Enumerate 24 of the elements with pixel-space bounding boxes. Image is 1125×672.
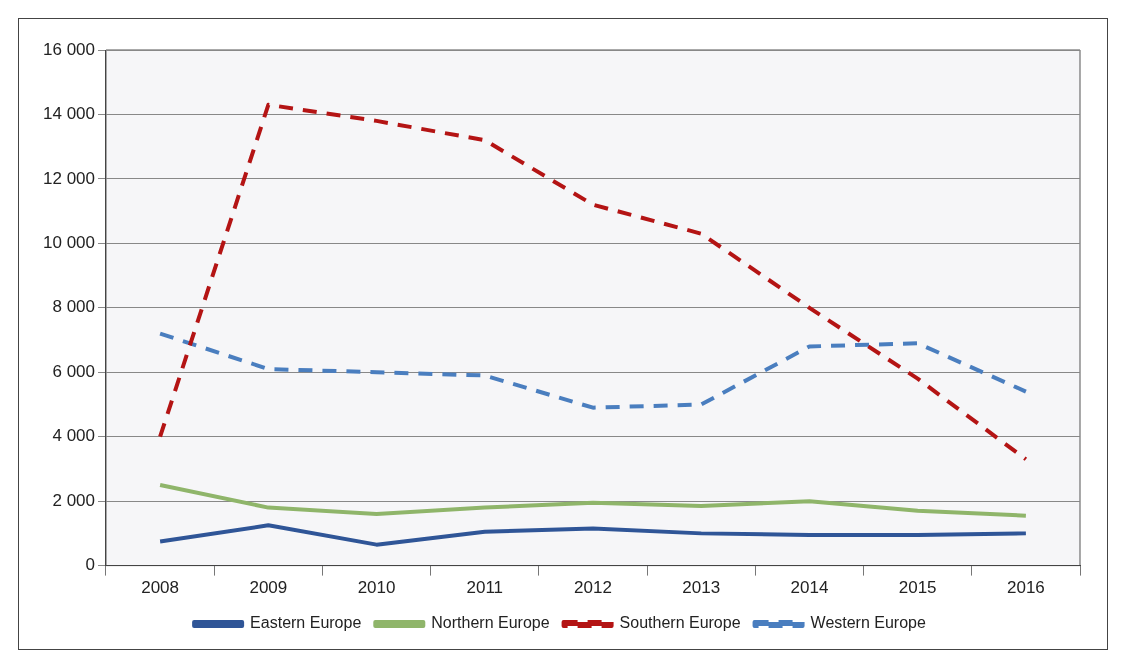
y-tick-label: 6 000: [52, 361, 95, 381]
y-tick-label: 4 000: [52, 426, 95, 446]
x-tick-label: 2013: [682, 578, 721, 598]
y-tick-label: 10 000: [43, 233, 95, 253]
y-tick-label: 14 000: [43, 104, 95, 124]
legend-label: Western Europe: [810, 614, 926, 632]
line-series: [158, 102, 1028, 462]
legend-label: Northern Europe: [431, 614, 550, 632]
y-tick-label: 16 000: [43, 39, 95, 59]
x-tick-label: 2008: [141, 578, 180, 598]
x-tick-label: 2014: [790, 578, 829, 598]
legend-label: Southern Europe: [619, 614, 741, 632]
x-tick-label: 2009: [249, 578, 288, 598]
x-tick-label: 2011: [466, 578, 504, 598]
y-tick-label: 12 000: [43, 168, 95, 188]
x-tick-label: 2015: [898, 578, 937, 598]
x-tick-label: 2016: [1006, 578, 1045, 598]
line-series: [158, 331, 1028, 410]
legend-label: Eastern Europe: [250, 614, 362, 632]
y-tick-label: 0: [85, 555, 95, 575]
y-tick-label: 2 000: [52, 490, 95, 510]
x-tick-label: 2010: [357, 578, 396, 598]
x-tick-label: 2012: [574, 578, 612, 598]
y-tick-label: 8 000: [52, 297, 95, 317]
